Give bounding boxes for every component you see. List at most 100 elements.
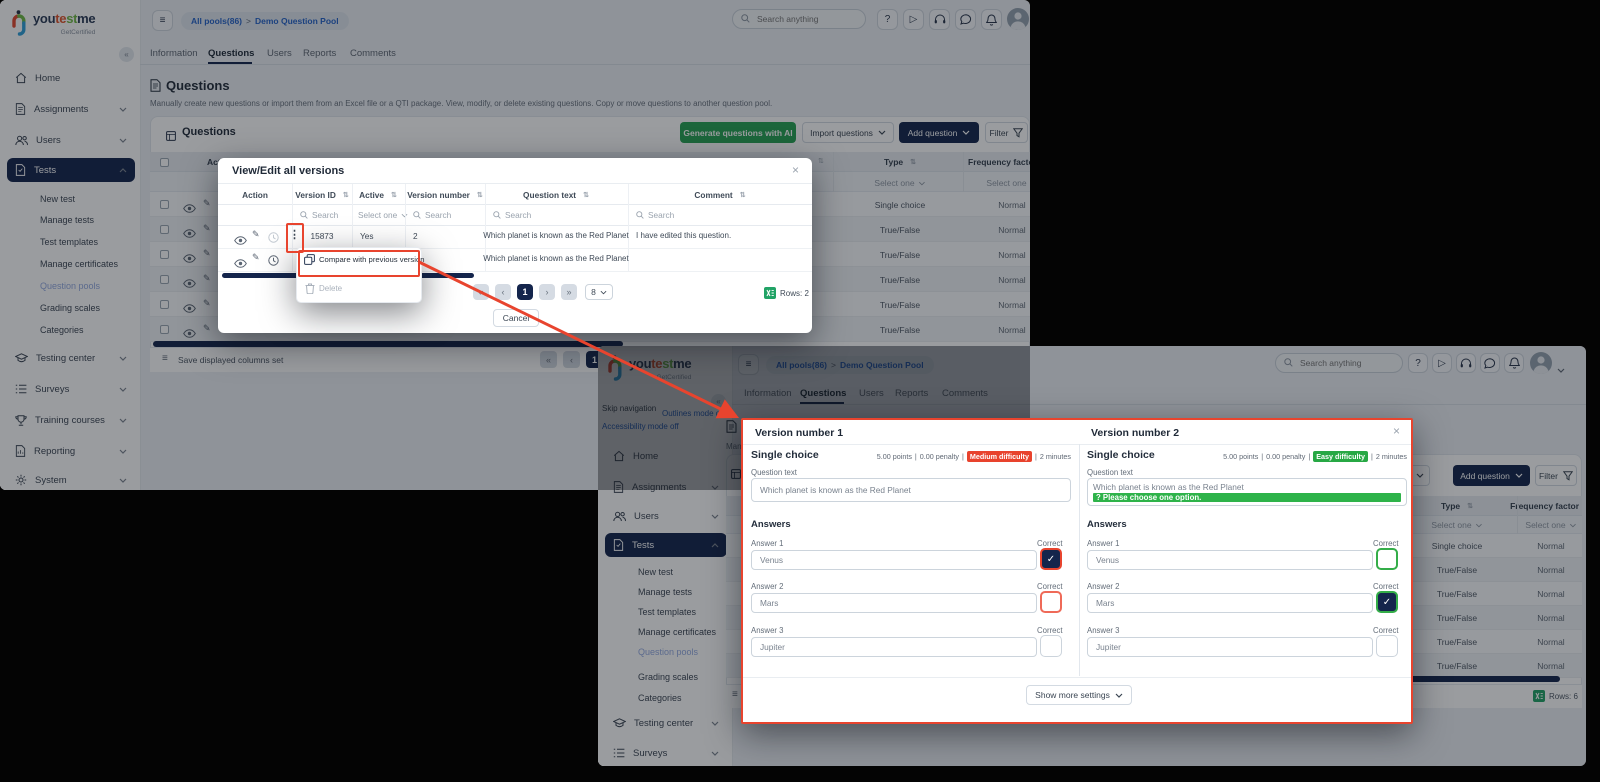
sidebar-item-surveys[interactable]: Surveys bbox=[7, 377, 135, 401]
column-header-frequency[interactable]: Frequency factor⇅ bbox=[1510, 501, 1580, 511]
tab-comments[interactable]: Comments bbox=[350, 48, 396, 59]
vm-pagination-prev[interactable]: ‹ bbox=[495, 284, 511, 300]
horizontal-scrollbar[interactable] bbox=[153, 341, 623, 347]
sidebar-item-grading-scales[interactable]: Grading scales bbox=[40, 303, 101, 313]
generate-questions-ai-button[interactable]: Generate questions with AI bbox=[680, 122, 796, 143]
sidebar-item-new-test[interactable]: New test bbox=[638, 567, 674, 577]
view-eye-icon[interactable] bbox=[183, 225, 196, 243]
show-more-settings-button[interactable]: Show more settings bbox=[1026, 685, 1132, 705]
save-columns-label[interactable]: Save displayed columns set bbox=[178, 355, 284, 365]
chat-button[interactable] bbox=[1480, 353, 1500, 373]
help-button[interactable]: ? bbox=[877, 9, 898, 30]
vm-search-question-text[interactable]: Search bbox=[493, 210, 531, 220]
edit-pencil-icon[interactable]: ✎ bbox=[252, 252, 260, 262]
accessibility-mode-link[interactable]: Accessibility mode off bbox=[602, 422, 679, 431]
sidebar-item-categories[interactable]: Categories bbox=[638, 693, 682, 703]
tab-users[interactable]: Users bbox=[859, 388, 884, 399]
sidebar-item-grading-scales[interactable]: Grading scales bbox=[638, 672, 699, 682]
tab-reports[interactable]: Reports bbox=[895, 388, 929, 399]
edit-pencil-icon[interactable]: ✎ bbox=[252, 229, 260, 239]
sidebar-item-manage-certificates[interactable]: Manage certificates bbox=[638, 627, 717, 637]
filter-button[interactable]: Filter bbox=[1535, 465, 1577, 486]
vm-pagination-next[interactable]: › bbox=[539, 284, 555, 300]
v2-answer-1-correct-checkbox[interactable] bbox=[1376, 548, 1398, 570]
view-eye-icon[interactable] bbox=[183, 325, 196, 343]
sidebar-item-manage-tests[interactable]: Manage tests bbox=[638, 587, 693, 597]
breadcrumb-all-pools-link[interactable]: All pools(86) bbox=[776, 360, 828, 370]
chevron-down-icon[interactable] bbox=[1557, 360, 1565, 378]
v1-answer-1-field[interactable]: Venus bbox=[751, 550, 1037, 570]
tab-reports[interactable]: Reports bbox=[303, 48, 337, 59]
columns-menu-icon[interactable]: ≡ bbox=[162, 353, 168, 364]
sidebar-item-system[interactable]: System bbox=[7, 468, 135, 490]
view-eye-icon[interactable] bbox=[183, 275, 196, 293]
sidebar-item-manage-certificates[interactable]: Manage certificates bbox=[40, 259, 119, 269]
support-headset-button[interactable] bbox=[1456, 353, 1476, 373]
sidebar-item-categories[interactable]: Categories bbox=[40, 325, 84, 335]
v1-answer-2-field[interactable]: Mars bbox=[751, 593, 1037, 613]
v1-answer-3-correct-checkbox[interactable] bbox=[1040, 635, 1062, 657]
edit-pencil-icon[interactable]: ✎ bbox=[203, 323, 211, 333]
v1-answer-3-field[interactable]: Jupiter bbox=[751, 637, 1037, 657]
vm-pagination-last[interactable]: » bbox=[561, 284, 577, 300]
chat-button[interactable] bbox=[955, 9, 976, 30]
row-checkbox[interactable] bbox=[160, 300, 169, 309]
vm-col-version-number[interactable]: Version number ⇅ bbox=[407, 190, 483, 200]
hamburger-menu-button[interactable]: ≡ bbox=[738, 354, 759, 375]
row-checkbox[interactable] bbox=[160, 275, 169, 284]
edit-pencil-icon[interactable]: ✎ bbox=[203, 248, 211, 258]
horizontal-scrollbar[interactable] bbox=[1298, 676, 1560, 682]
frequency-filter-select[interactable]: Select one bbox=[1525, 520, 1577, 530]
v2-question-field[interactable]: Which planet is known as the Red Planet … bbox=[1087, 478, 1407, 506]
type-filter-select[interactable]: Select one bbox=[874, 178, 926, 188]
row-checkbox[interactable] bbox=[160, 325, 169, 334]
menu-item-delete[interactable]: Delete bbox=[305, 283, 342, 294]
add-question-button[interactable]: Add question bbox=[899, 122, 979, 143]
v1-answer-1-correct-checkbox[interactable]: ✓ bbox=[1040, 548, 1062, 570]
sidebar-item-manage-tests[interactable]: Manage tests bbox=[40, 215, 95, 225]
vm-col-question-text[interactable]: Question text ⇅ bbox=[523, 190, 589, 200]
tab-comments[interactable]: Comments bbox=[942, 388, 988, 399]
tab-users[interactable]: Users bbox=[267, 48, 292, 59]
v2-answer-1-field[interactable]: Venus bbox=[1087, 550, 1373, 570]
global-search[interactable] bbox=[1275, 353, 1403, 373]
breadcrumb-all-pools-link[interactable]: All pools(86) bbox=[191, 16, 243, 26]
select-all-checkbox[interactable] bbox=[160, 158, 169, 167]
vm-page-size-select[interactable]: 8 bbox=[585, 284, 613, 300]
hamburger-menu-button[interactable]: ≡ bbox=[152, 10, 173, 31]
sidebar-item-assignments[interactable]: Assignments bbox=[605, 475, 727, 499]
vm-col-version-id[interactable]: Version ID ⇅ bbox=[295, 190, 349, 200]
import-questions-button[interactable]: Import questions bbox=[802, 122, 894, 143]
view-eye-icon[interactable] bbox=[183, 200, 196, 218]
sidebar-item-tests[interactable]: Tests bbox=[7, 158, 135, 182]
sidebar-item-surveys[interactable]: Surveys bbox=[605, 741, 727, 765]
tutorial-play-button[interactable]: ▷ bbox=[1432, 353, 1452, 373]
tutorial-play-button[interactable]: ▷ bbox=[903, 9, 924, 30]
sidebar-item-reporting[interactable]: Reporting bbox=[7, 439, 135, 463]
search-input[interactable] bbox=[755, 13, 857, 25]
sidebar-item-home[interactable]: Home bbox=[7, 66, 135, 90]
vm-col-active[interactable]: Active ⇅ bbox=[359, 190, 397, 200]
excel-export-icon[interactable] bbox=[764, 286, 776, 304]
sidebar-item-training-courses[interactable]: Training courses bbox=[7, 408, 135, 432]
sidebar-collapse-button[interactable]: « bbox=[119, 47, 134, 62]
tab-questions[interactable]: Questions bbox=[208, 48, 255, 59]
view-eye-icon[interactable] bbox=[183, 250, 196, 268]
vm-filter-active-select[interactable]: Select one bbox=[358, 210, 408, 220]
vm-search-version-number[interactable]: Search bbox=[413, 210, 451, 220]
sidebar-item-test-templates[interactable]: Test templates bbox=[638, 607, 697, 617]
sidebar-item-testing-center[interactable]: Testing center bbox=[7, 346, 135, 370]
notifications-button[interactable] bbox=[981, 9, 1002, 30]
view-eye-icon[interactable] bbox=[234, 232, 247, 250]
edit-pencil-icon[interactable]: ✎ bbox=[203, 223, 211, 233]
row-checkbox[interactable] bbox=[160, 200, 169, 209]
sidebar-item-home[interactable]: Home bbox=[605, 444, 727, 468]
vm-search-version-id[interactable]: Search bbox=[300, 210, 338, 220]
column-header-type[interactable]: Type ⇅ bbox=[1440, 501, 1474, 511]
edit-pencil-icon[interactable]: ✎ bbox=[203, 198, 211, 208]
v2-answer-2-correct-checkbox[interactable]: ✓ bbox=[1376, 591, 1398, 613]
v2-answer-3-correct-checkbox[interactable] bbox=[1376, 635, 1398, 657]
cancel-button[interactable]: Cancel bbox=[493, 309, 539, 327]
sidebar-item-new-test[interactable]: New test bbox=[40, 194, 76, 204]
vm-search-comment[interactable]: Search bbox=[636, 210, 674, 220]
